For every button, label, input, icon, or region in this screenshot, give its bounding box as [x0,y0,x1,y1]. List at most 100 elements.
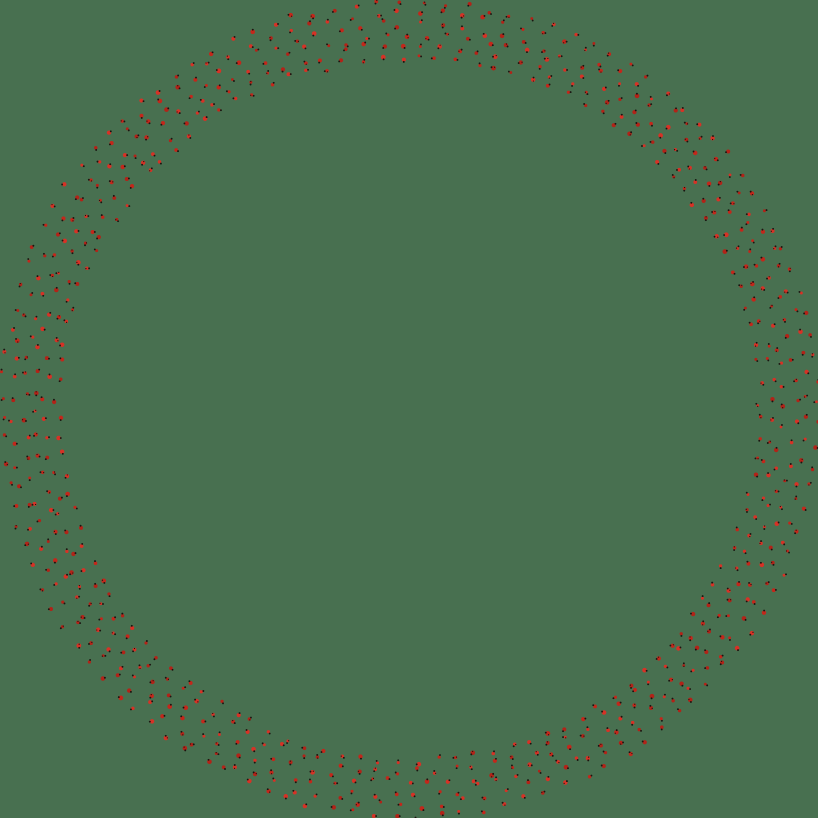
ladybug-dot [40,396,43,399]
ladybug-dot [432,56,436,60]
ladybug-dot [309,20,311,23]
ladybug-dot [351,808,355,812]
ladybug-dot [40,470,45,475]
ladybug-dot [144,641,148,645]
ladybug-dot [171,668,174,671]
ladybug-dot [760,417,762,419]
ladybug-dot [94,146,98,150]
ladybug-dot [47,374,53,380]
ladybug-dot [776,347,779,350]
ladybug-dot [138,664,141,667]
ladybug-dot [778,262,781,265]
ladybug-dot [650,697,653,700]
ladybug-dot [286,742,289,745]
ladybug-dot [305,63,307,65]
ladybug-dot [125,204,129,208]
ladybug-dot [785,479,788,482]
ladybug-dot [207,758,210,761]
ladybug-dot [562,730,564,733]
ladybug-dot [94,582,97,585]
ladybug-dot [109,163,112,166]
ladybug-dot [571,82,575,86]
ladybug-dot [811,355,814,358]
ladybug-dot [660,725,664,730]
ladybug-dot [476,50,479,53]
ladybug-dot [65,321,68,324]
ladybug-dot [493,750,495,753]
ladybug-dot [27,528,29,531]
ladybug-dot [735,526,738,529]
ladybug-dot [756,360,759,362]
ladybug-dot [302,746,307,751]
ladybug-dot [83,617,86,619]
ladybug-dot [180,715,183,718]
ladybug-dot [417,54,421,58]
ladybug-dot [66,298,70,302]
ladybug-dot [760,229,766,234]
ladybug-dot [234,767,236,769]
ladybug-dot [487,11,491,15]
ladybug-dot [13,466,17,470]
ladybug-dot [671,697,674,700]
ladybug-dot [72,306,75,309]
ladybug-dot [673,108,678,113]
ladybug-dot [420,55,423,58]
ladybug-dot [51,399,57,405]
ladybug-dot [232,719,234,722]
ladybug-dot [202,690,205,692]
ladybug-dot [46,540,50,544]
ladybug-dot [188,134,190,136]
ladybug-dot [697,122,702,127]
ladybug-dot [737,245,740,248]
ladybug-dot [64,476,67,479]
ladybug-dot [770,548,773,551]
ladybug-dot [690,612,692,615]
ladybug-dot [72,216,75,219]
ladybug-dot [777,297,780,299]
ladybug-dot [649,704,652,707]
ladybug-dot [146,664,150,668]
ladybug-dot [605,102,607,104]
ladybug-dot [774,489,778,493]
ladybug-dot [102,603,104,605]
ladybug-dot [27,502,32,507]
ladybug-dot [618,84,620,87]
ladybug-dot [664,152,667,154]
ladybug-dot [142,100,145,103]
ladybug-dot [394,27,397,30]
ladybug-dot [704,649,707,652]
ladybug-dot [42,252,45,255]
ladybug-dot [810,335,812,338]
ladybug-dot [65,548,68,551]
ladybug-dot [112,181,114,183]
ladybug-dot [117,696,120,699]
ladybug-dot [28,434,31,437]
ladybug-dot [530,17,534,20]
ladybug-dot [149,719,155,724]
ladybug-dot [752,280,755,283]
ladybug-dot [55,336,58,339]
ladybug-dot [63,602,66,605]
ladybug-dot [737,191,741,195]
ladybug-dot [618,68,623,74]
ladybug-dot [145,138,147,141]
ladybug-dot [716,159,719,162]
ladybug-dot [43,471,45,474]
ladybug-dot [583,735,585,737]
ladybug-dot [5,435,8,438]
ladybug-dot [84,214,87,217]
ladybug-dot [662,148,667,154]
ladybug-dot [177,150,179,153]
ladybug-dot [582,77,585,80]
ladybug-dot [754,357,758,361]
ladybug-dot [688,698,690,701]
ladybug-dot [811,353,814,355]
ladybug-dot [338,796,343,800]
ladybug-dot [377,14,381,18]
ladybug-dot [53,398,55,401]
ladybug-dot [90,180,93,182]
ladybug-dot [59,449,65,454]
ladybug-dot [134,157,137,160]
ladybug-dot [680,108,685,113]
ladybug-dot [290,15,293,17]
